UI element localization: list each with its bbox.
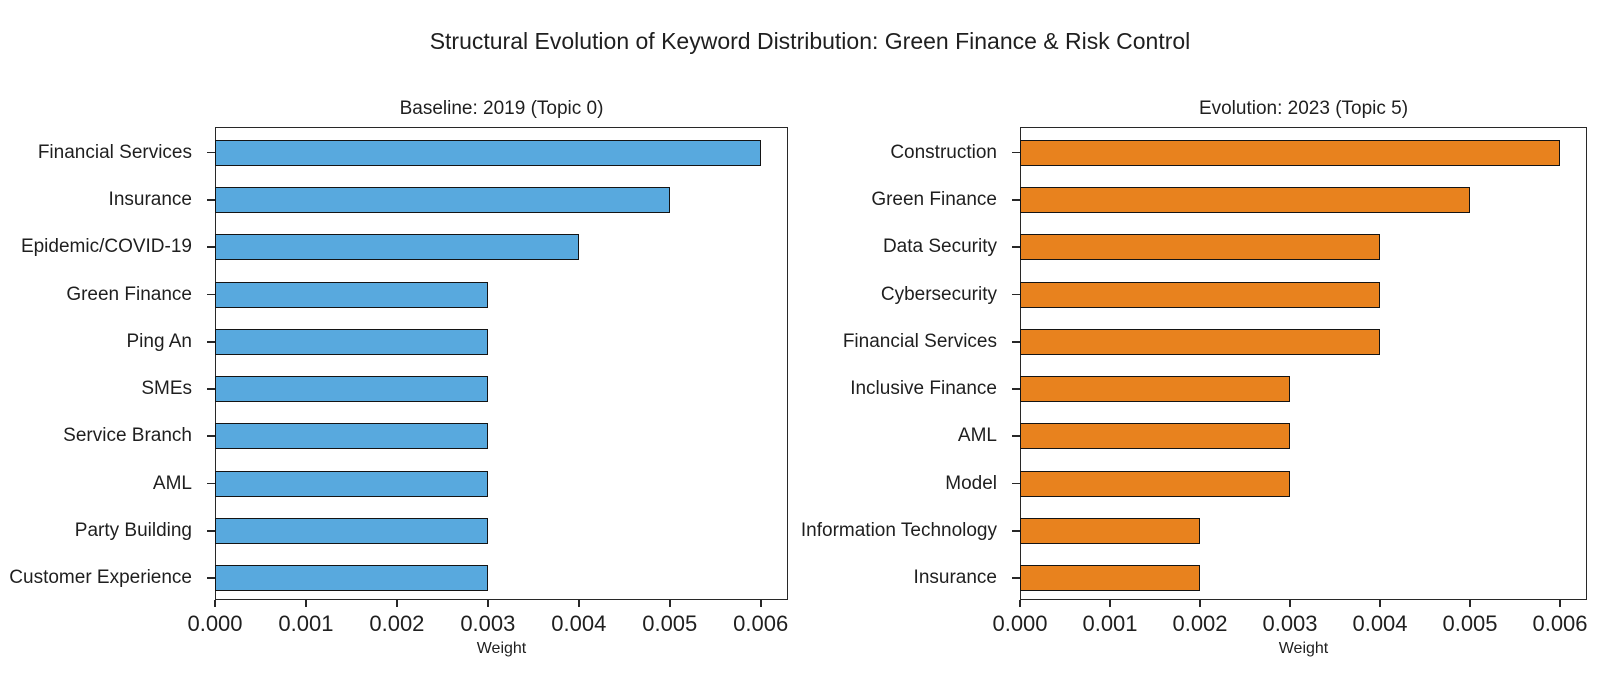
bar-cybersecurity	[1020, 281, 1380, 308]
y-category-label: AML	[152, 472, 192, 494]
x-tick-label: 0.002	[1172, 611, 1228, 636]
x-tick	[1019, 600, 1021, 607]
x-tick-label: 0.001	[278, 611, 334, 636]
bar-insurance	[1020, 565, 1200, 592]
subplot-title: Evolution: 2023 (Topic 5)	[1198, 98, 1409, 119]
y-tick	[1012, 151, 1020, 154]
bar-smes	[215, 376, 488, 403]
x-tick	[305, 600, 307, 607]
y-tick	[1012, 198, 1020, 201]
bar-information-technology	[1020, 518, 1200, 545]
bar-financial-services	[215, 139, 761, 166]
y-category-label: SMEs	[141, 378, 192, 400]
y-category-label: Cybersecurity	[880, 283, 997, 305]
y-category-label: Ping An	[126, 330, 193, 352]
y-category-label: Data Security	[882, 236, 997, 258]
y-tick	[207, 340, 215, 343]
y-tick	[1012, 388, 1020, 390]
y-tick	[1012, 435, 1020, 438]
y-category-label: Customer Experience	[9, 567, 192, 589]
bar-epidemic-covid-19	[215, 234, 579, 261]
y-category-label: Insurance	[913, 567, 997, 589]
y-tick	[207, 151, 215, 154]
x-tick-label: 0.003	[1262, 611, 1318, 636]
x-tick-label: 0.003	[460, 611, 516, 636]
y-tick	[207, 530, 215, 532]
y-category-label: Information Technology	[800, 520, 997, 542]
bar-green-finance	[1020, 186, 1470, 213]
bar-inclusive-finance	[1020, 376, 1290, 403]
bar-data-security	[1020, 234, 1380, 261]
bar-service-branch	[215, 423, 488, 450]
y-tick	[1012, 482, 1020, 485]
bar-model	[1020, 470, 1290, 497]
bar-customer-experience	[215, 565, 488, 592]
y-category-label: Insurance	[108, 188, 192, 210]
x-tick	[487, 600, 489, 607]
bar-aml	[1020, 423, 1290, 450]
subplot-title: Baseline: 2019 (Topic 0)	[399, 98, 604, 119]
y-category-label: Financial Services	[37, 141, 192, 163]
y-category-label: Party Building	[74, 520, 192, 542]
y-category-label: Service Branch	[63, 425, 192, 447]
y-category-label: Inclusive Finance	[850, 378, 997, 400]
x-tick	[214, 600, 216, 607]
x-tick-label: 0.004	[551, 611, 607, 636]
x-tick-label: 0.006	[1532, 611, 1588, 636]
y-tick	[207, 198, 215, 201]
y-tick	[1012, 577, 1020, 580]
y-tick	[207, 246, 215, 248]
y-tick	[207, 577, 215, 580]
bar-financial-services	[1020, 328, 1380, 355]
bar-insurance	[215, 186, 670, 213]
y-category-label: Epidemic/COVID-19	[20, 236, 192, 258]
y-category-label: Green Finance	[871, 188, 997, 210]
x-tick	[759, 600, 762, 607]
y-tick	[1012, 340, 1020, 343]
x-tick-label: 0.000	[187, 611, 243, 636]
x-tick	[1289, 600, 1291, 607]
y-tick	[207, 293, 215, 296]
x-tick-label: 0.004	[1352, 611, 1408, 636]
y-tick	[1012, 246, 1020, 248]
x-axis-label: Weight	[476, 640, 527, 657]
y-category-label: Green Finance	[66, 283, 192, 305]
bar-party-building	[215, 518, 488, 545]
y-tick	[1012, 293, 1020, 296]
x-tick-label: 0.006	[733, 611, 789, 636]
x-tick	[1469, 600, 1471, 607]
x-tick	[577, 600, 580, 607]
y-category-label: Construction	[890, 141, 997, 163]
x-tick	[1199, 600, 1201, 607]
x-tick-label: 0.002	[369, 611, 425, 636]
y-tick	[207, 435, 215, 438]
bar-construction	[1020, 139, 1560, 166]
y-tick	[1012, 530, 1020, 532]
bar-ping-an	[215, 328, 488, 355]
figure-title: Structural Evolution of Keyword Distribu…	[429, 28, 1191, 54]
x-tick-label: 0.005	[642, 611, 698, 636]
y-category-label: Model	[945, 472, 997, 494]
y-category-label: AML	[957, 425, 997, 447]
x-tick	[1379, 600, 1381, 607]
x-axis-label: Weight	[1278, 640, 1329, 657]
x-tick	[668, 600, 671, 607]
bar-green-finance	[215, 281, 488, 308]
bar-aml	[215, 470, 488, 497]
y-category-label: Financial Services	[842, 330, 997, 352]
x-tick-label: 0.000	[992, 611, 1048, 636]
x-tick	[1559, 600, 1561, 607]
x-tick-label: 0.005	[1442, 611, 1498, 636]
x-tick-label: 0.001	[1082, 611, 1138, 636]
y-tick	[207, 388, 215, 390]
y-tick	[207, 482, 215, 485]
x-tick	[396, 600, 398, 607]
x-tick	[1109, 600, 1111, 607]
